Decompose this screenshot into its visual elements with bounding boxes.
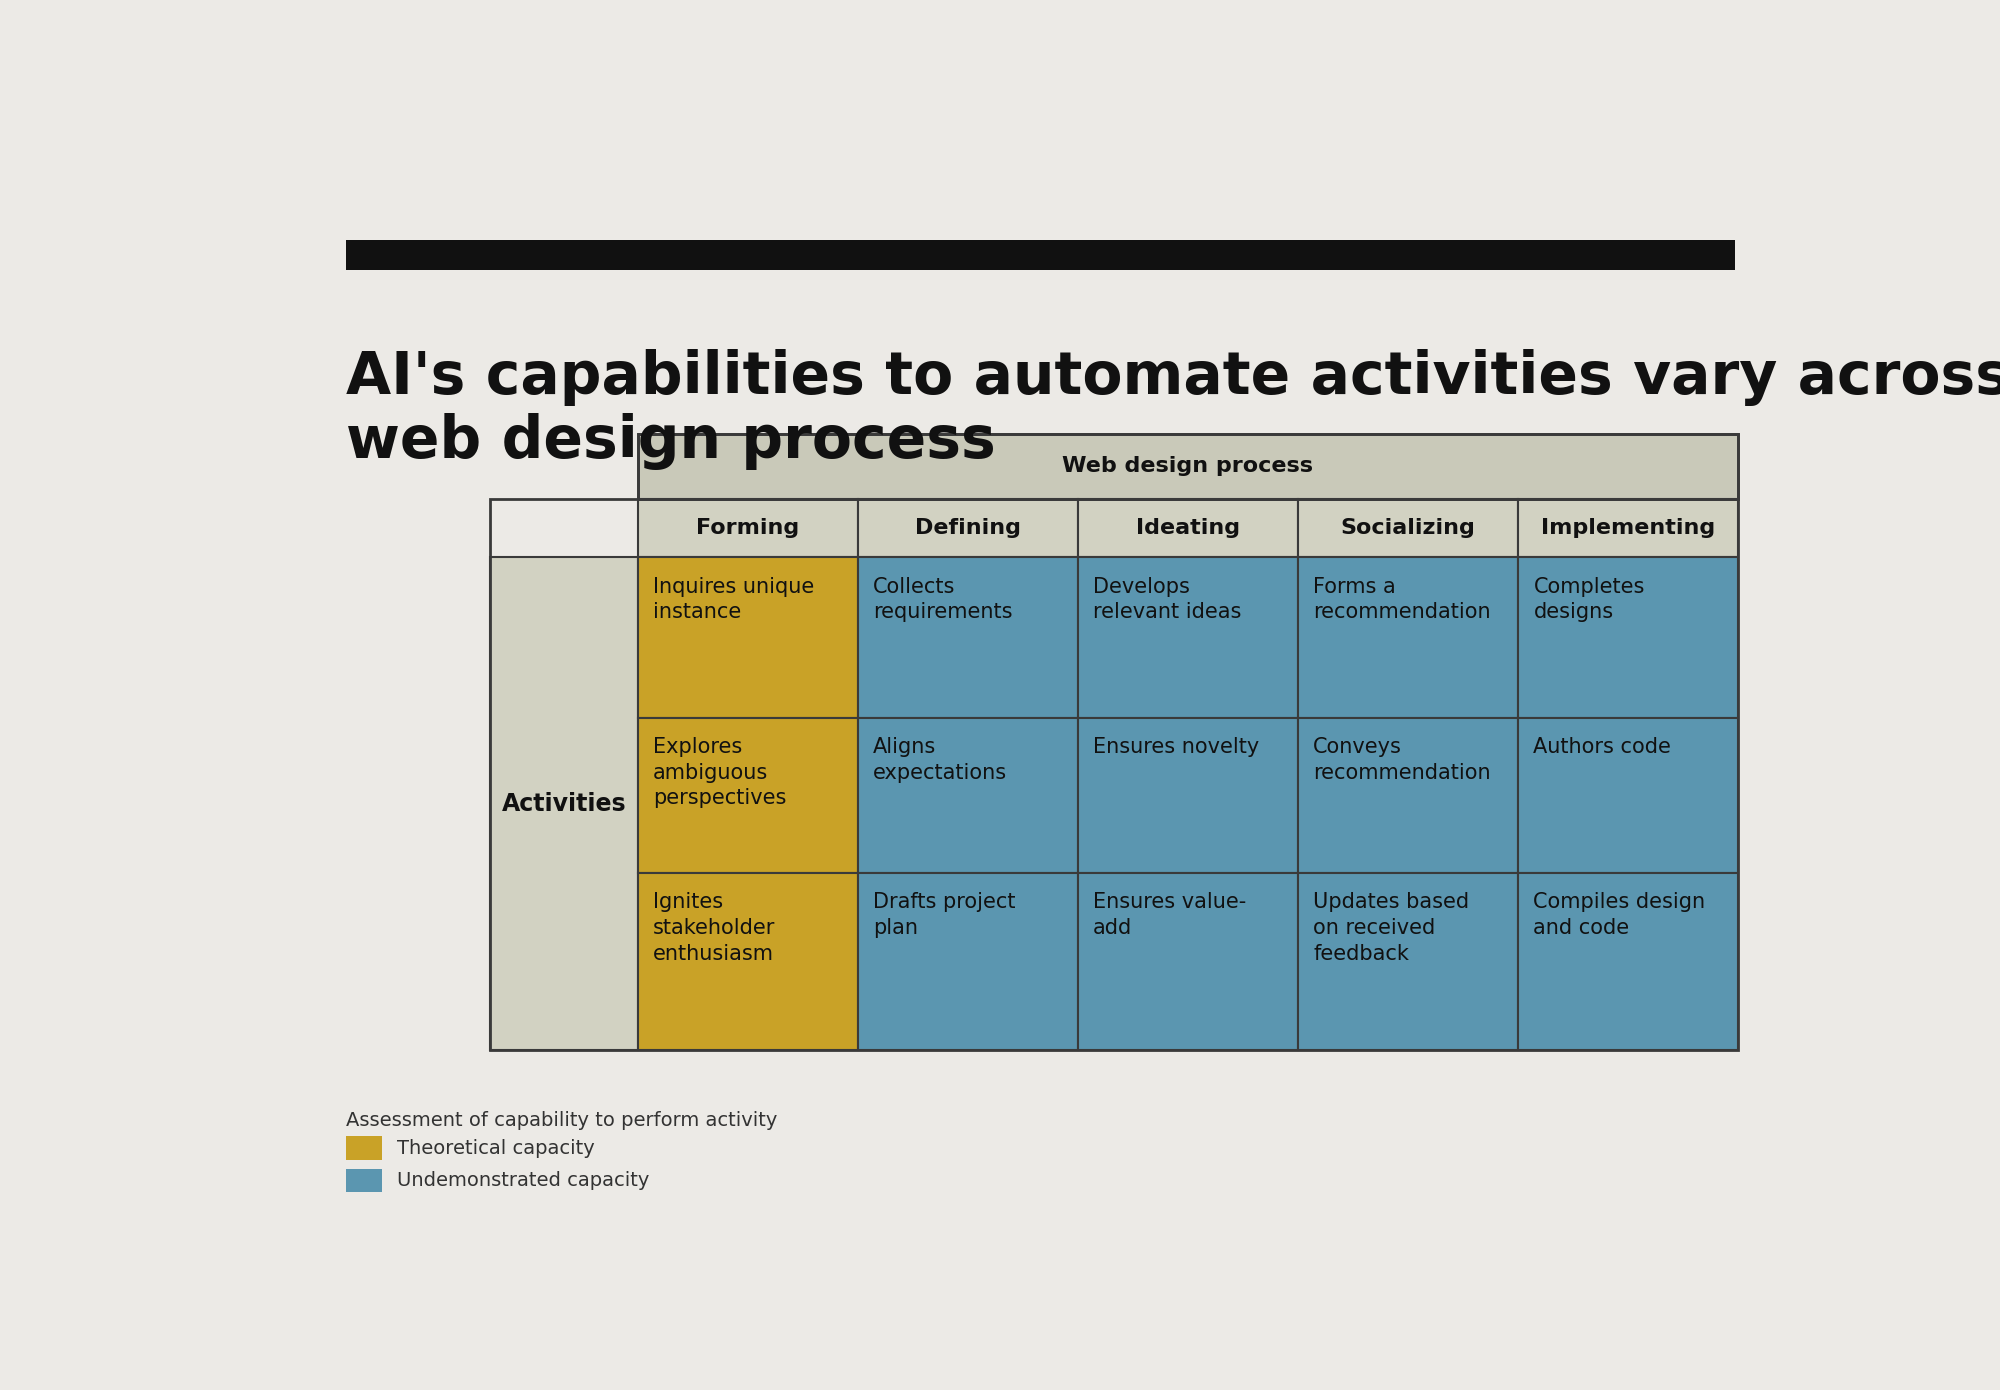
Bar <box>858 873 1078 1049</box>
Text: Defining: Defining <box>914 518 1020 538</box>
Bar <box>858 499 1078 557</box>
Bar <box>1078 719 1298 873</box>
Text: Undemonstrated capacity: Undemonstrated capacity <box>398 1170 650 1190</box>
Bar <box>1298 719 1518 873</box>
Text: Conveys
recommendation: Conveys recommendation <box>1314 737 1490 783</box>
Text: Web design process: Web design process <box>1062 456 1314 477</box>
Text: Forms a
recommendation: Forms a recommendation <box>1314 577 1490 623</box>
Bar <box>490 499 1738 1049</box>
Bar <box>638 434 1738 499</box>
Text: Compiles design
and code: Compiles design and code <box>1534 892 1706 938</box>
Text: Develops
relevant ideas: Develops relevant ideas <box>1094 577 1242 623</box>
Text: AI's capabilities to automate activities vary across the: AI's capabilities to automate activities… <box>346 349 2000 406</box>
Text: Completes
designs: Completes designs <box>1534 577 1644 623</box>
Text: Implementing: Implementing <box>1540 518 1716 538</box>
Text: Explores
ambiguous
perspectives: Explores ambiguous perspectives <box>652 737 786 809</box>
Text: Drafts project
plan: Drafts project plan <box>874 892 1016 938</box>
Text: Theoretical capacity: Theoretical capacity <box>398 1138 594 1158</box>
Text: Authors code: Authors code <box>1534 737 1672 758</box>
Bar <box>1298 557 1518 719</box>
Bar <box>1078 873 1298 1049</box>
Bar <box>346 1137 382 1161</box>
Bar <box>638 873 858 1049</box>
Text: Activities: Activities <box>502 792 626 816</box>
Bar <box>1298 499 1518 557</box>
Text: web design process: web design process <box>346 413 996 470</box>
Text: Ensures value-
add: Ensures value- add <box>1094 892 1246 938</box>
Text: Ignites
stakeholder
enthusiasm: Ignites stakeholder enthusiasm <box>652 892 776 963</box>
Bar <box>346 239 1734 270</box>
Bar <box>1078 557 1298 719</box>
Bar <box>1518 499 1738 557</box>
Bar <box>1078 499 1298 557</box>
Bar <box>638 434 1738 499</box>
Text: Inquires unique
instance: Inquires unique instance <box>652 577 814 623</box>
Text: Ideating: Ideating <box>1136 518 1240 538</box>
Text: Ensures novelty: Ensures novelty <box>1094 737 1260 758</box>
Bar <box>490 557 638 1049</box>
Bar <box>858 557 1078 719</box>
Text: Updates based
on received
feedback: Updates based on received feedback <box>1314 892 1470 963</box>
Text: Forming: Forming <box>696 518 800 538</box>
Bar <box>638 499 858 557</box>
Bar <box>1518 719 1738 873</box>
Bar <box>858 719 1078 873</box>
Bar <box>638 719 858 873</box>
Text: Socializing: Socializing <box>1340 518 1476 538</box>
Bar <box>1298 873 1518 1049</box>
Text: Aligns
expectations: Aligns expectations <box>874 737 1008 783</box>
Bar <box>346 1169 382 1193</box>
Text: Collects
requirements: Collects requirements <box>874 577 1012 623</box>
Bar <box>638 557 858 719</box>
Text: Assessment of capability to perform activity: Assessment of capability to perform acti… <box>346 1111 778 1130</box>
Bar <box>1518 873 1738 1049</box>
Bar <box>1518 557 1738 719</box>
